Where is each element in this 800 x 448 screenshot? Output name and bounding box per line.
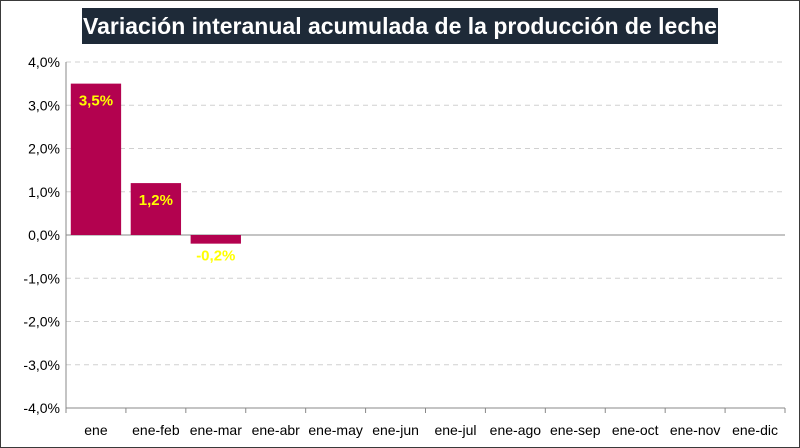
y-tick-label: 4,0% bbox=[28, 54, 60, 70]
x-tick-label: ene-may bbox=[308, 422, 362, 438]
x-tick-label: ene bbox=[84, 422, 108, 438]
data-label: -0,2% bbox=[196, 248, 235, 265]
x-tick-label: ene-jul bbox=[434, 422, 476, 438]
data-label: 3,5% bbox=[79, 93, 113, 110]
x-tick-label: ene-dic bbox=[732, 422, 778, 438]
x-tick-label: ene-abr bbox=[252, 422, 301, 438]
y-tick-labels: 4,0% 3,0% 2,0% 1,0% 0,0% -1,0% -2,0% -3,0% -4,0% bbox=[23, 54, 60, 416]
y-tick-label: 2,0% bbox=[28, 141, 60, 157]
x-tick-label: ene-ago bbox=[490, 422, 542, 438]
bar bbox=[70, 83, 122, 235]
bar bbox=[190, 235, 241, 244]
y-tick-label: -1,0% bbox=[23, 270, 60, 286]
x-tick-label: ene-jun bbox=[372, 422, 419, 438]
y-tick-label: -4,0% bbox=[23, 400, 60, 416]
y-tick-label: -2,0% bbox=[23, 314, 60, 330]
x-tick-labels: ene ene-feb ene-mar ene-abr ene-may ene-jun en… bbox=[84, 422, 778, 438]
data-labels: 3,5% 1,2% -0,2% bbox=[79, 93, 236, 265]
y-tick-label: 1,0% bbox=[28, 184, 60, 200]
data-label: 1,2% bbox=[139, 192, 173, 209]
y-tick-label: 3,0% bbox=[28, 97, 60, 113]
x-tick-label: ene-sep bbox=[550, 422, 601, 438]
axes bbox=[65, 62, 786, 413]
x-tick-label: ene-feb bbox=[132, 422, 180, 438]
bars bbox=[70, 83, 241, 244]
chart-title: Variación interanual acumulada de la pro… bbox=[82, 8, 718, 44]
y-tick-label: 0,0% bbox=[28, 227, 60, 243]
bar bbox=[130, 183, 182, 235]
x-tick-label: ene-oct bbox=[612, 422, 659, 438]
x-tick-label: ene-nov bbox=[670, 422, 721, 438]
y-tick-label: -3,0% bbox=[23, 357, 60, 373]
x-tick-label: ene-mar bbox=[190, 422, 242, 438]
